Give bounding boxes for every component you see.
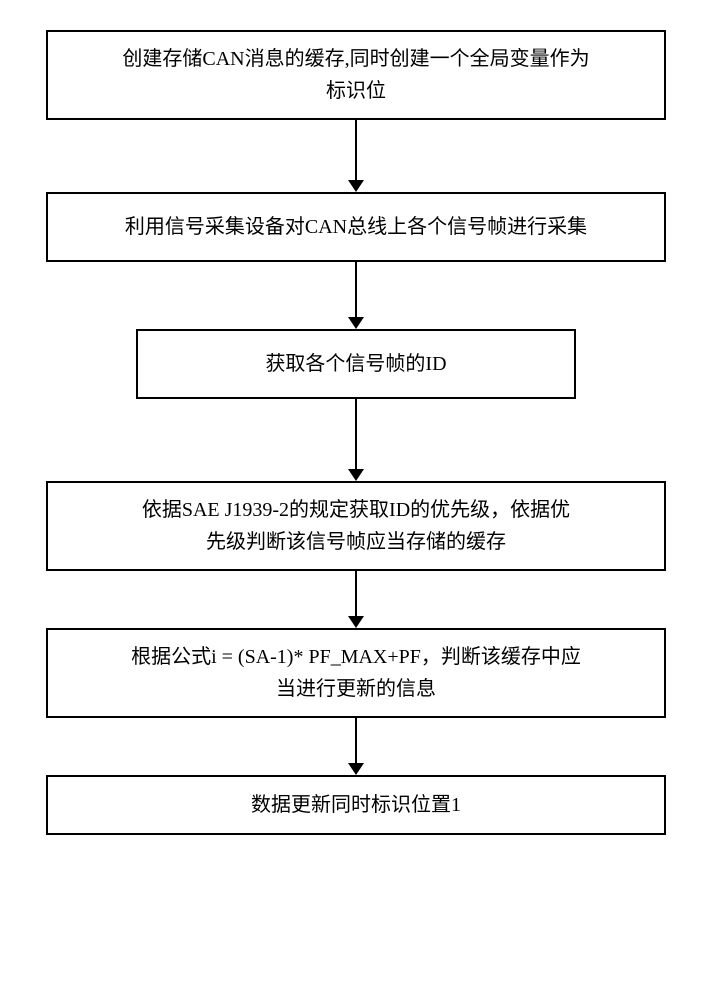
arrow-line <box>355 571 357 616</box>
arrow-head-icon <box>348 317 364 329</box>
flowchart-step-5: 根据公式i = (SA-1)* PF_MAX+PF，判断该缓存中应 当进行更新的… <box>46 628 666 718</box>
step-text: 根据公式i = (SA-1)* PF_MAX+PF，判断该缓存中应 当进行更新的… <box>131 641 581 705</box>
arrow-line <box>355 399 357 469</box>
arrow-head-icon <box>348 180 364 192</box>
flowchart-step-4: 依据SAE J1939-2的规定获取ID的优先级，依据优 先级判断该信号帧应当存… <box>46 481 666 571</box>
flowchart-step-2: 利用信号采集设备对CAN总线上各个信号帧进行采集 <box>46 192 666 262</box>
flowchart-step-3: 获取各个信号帧的ID <box>136 329 576 399</box>
arrow-4 <box>348 571 364 628</box>
flowchart-step-6: 数据更新同时标识位置1 <box>46 775 666 835</box>
arrow-3 <box>348 399 364 481</box>
arrow-line <box>355 262 357 317</box>
step-text: 获取各个信号帧的ID <box>265 348 446 380</box>
arrow-1 <box>348 120 364 192</box>
flowchart-container: 创建存储CAN消息的缓存,同时创建一个全局变量作为 标识位 利用信号采集设备对C… <box>0 0 712 835</box>
arrow-head-icon <box>348 763 364 775</box>
step-text: 利用信号采集设备对CAN总线上各个信号帧进行采集 <box>125 211 587 243</box>
arrow-5 <box>348 718 364 775</box>
step-text: 依据SAE J1939-2的规定获取ID的优先级，依据优 先级判断该信号帧应当存… <box>142 494 570 558</box>
arrow-2 <box>348 262 364 329</box>
arrow-line <box>355 120 357 180</box>
arrow-head-icon <box>348 616 364 628</box>
arrow-head-icon <box>348 469 364 481</box>
step-text: 数据更新同时标识位置1 <box>251 789 461 821</box>
step-text: 创建存储CAN消息的缓存,同时创建一个全局变量作为 标识位 <box>122 43 589 107</box>
arrow-line <box>355 718 357 763</box>
flowchart-step-1: 创建存储CAN消息的缓存,同时创建一个全局变量作为 标识位 <box>46 30 666 120</box>
